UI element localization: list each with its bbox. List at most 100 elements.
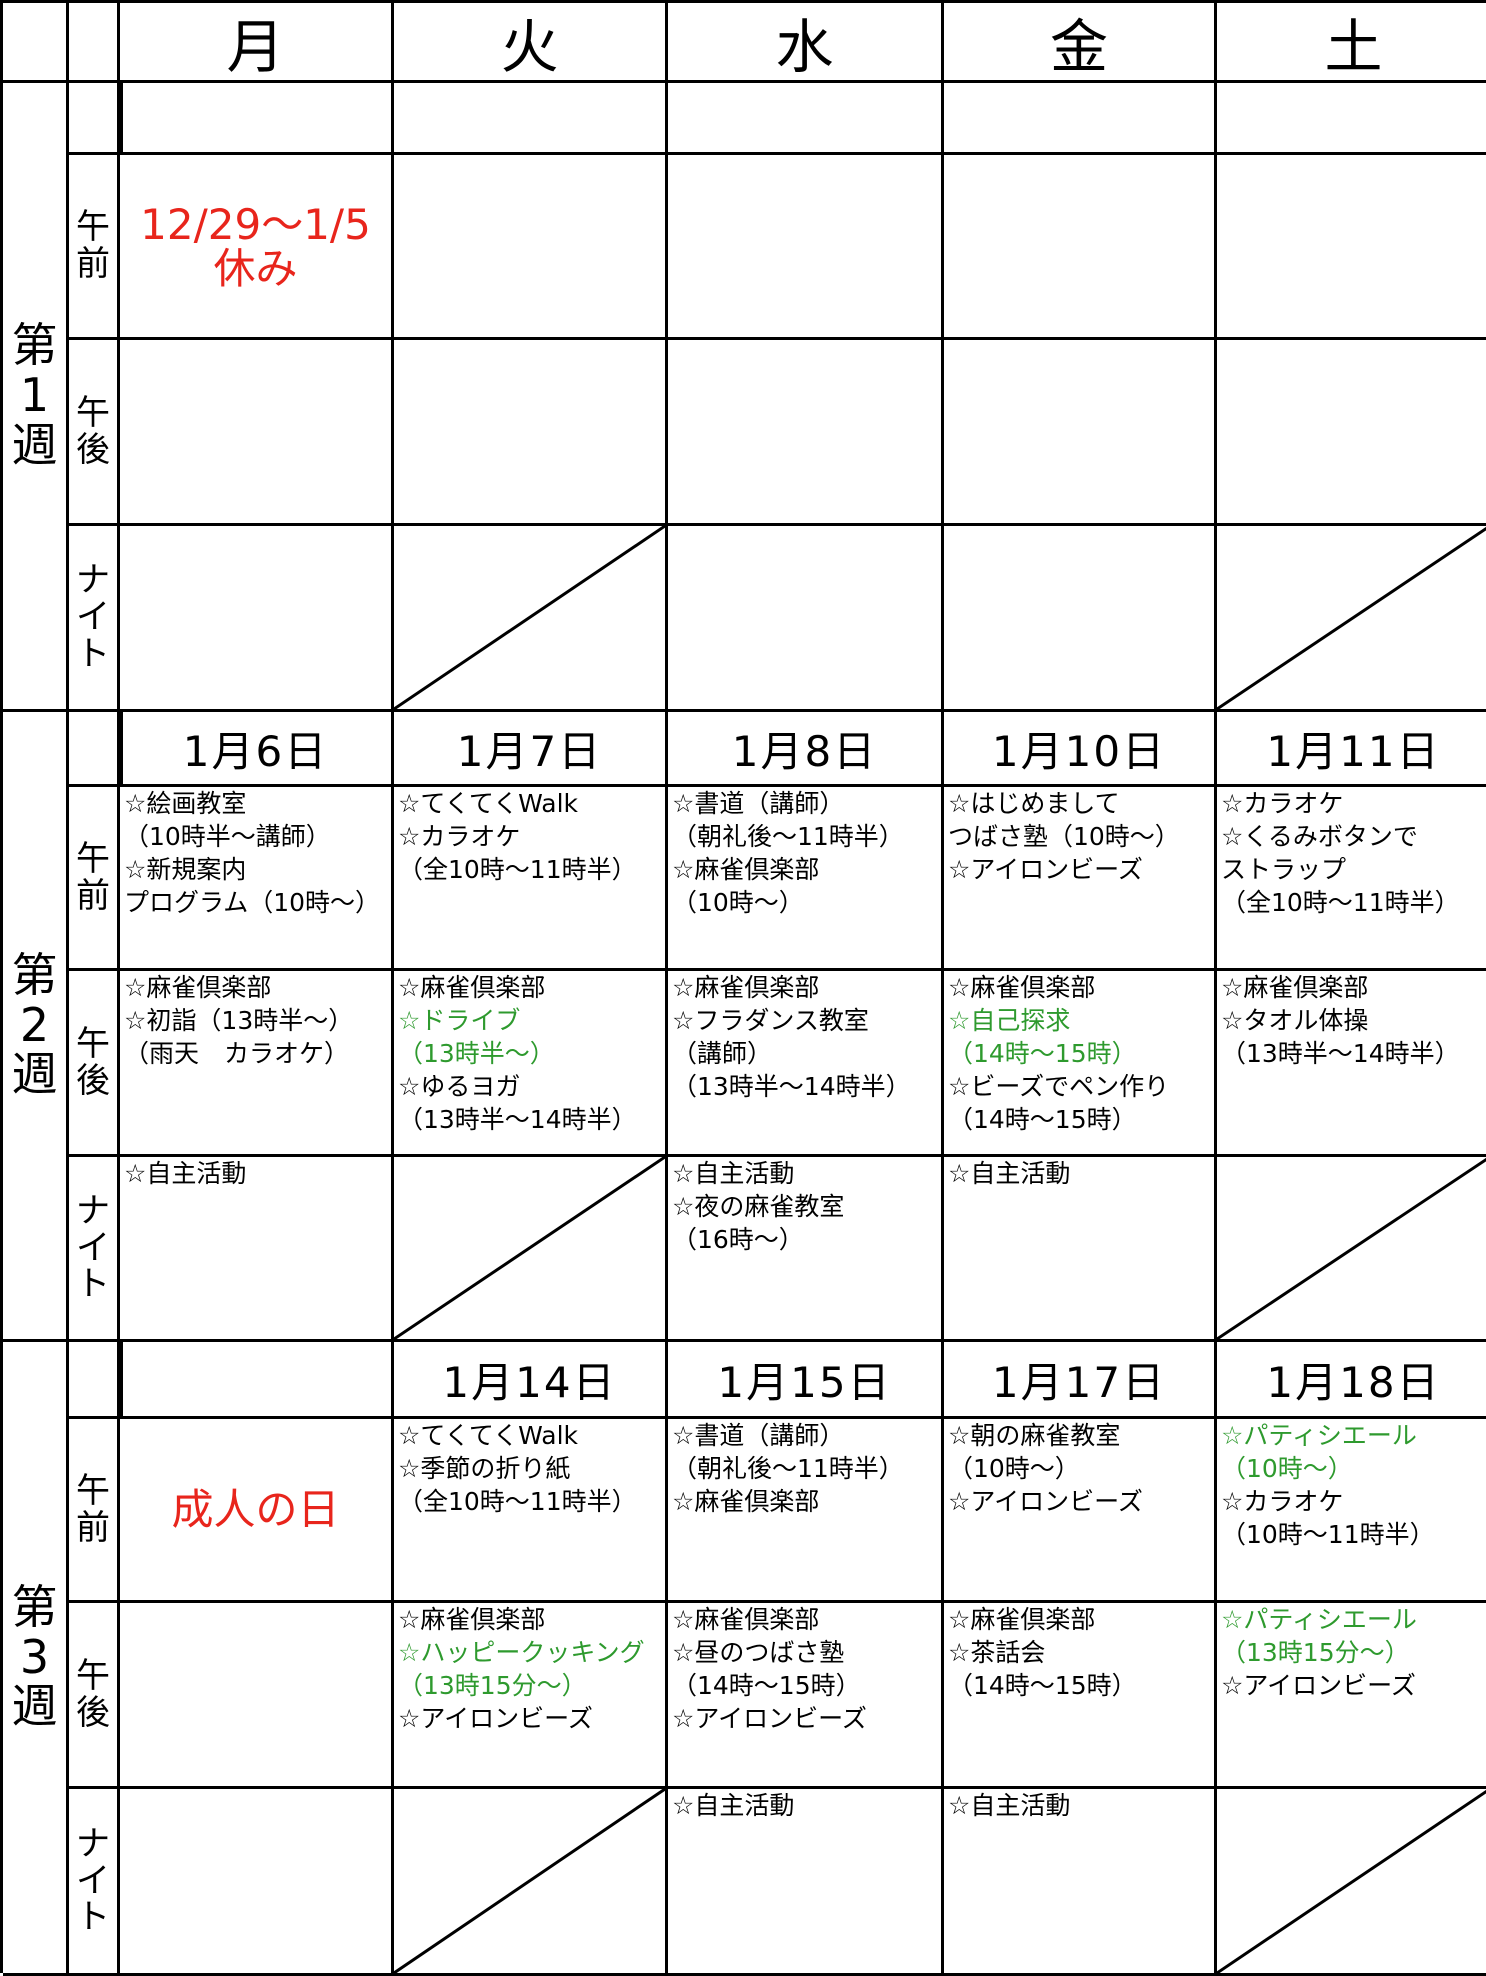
day-header: 土 bbox=[1217, 3, 1486, 83]
schedule-cell: ☆自主活動 bbox=[668, 1789, 944, 1976]
text-line: ☆初詣（13時半～） bbox=[124, 1006, 354, 1035]
diagonal-line bbox=[1217, 526, 1486, 709]
corner-cell bbox=[3, 3, 69, 83]
date-cell: 1月7日 bbox=[394, 712, 668, 787]
schedule-cell: ☆パティシエール （13時15分～） ☆アイロンビーズ bbox=[1217, 1603, 1486, 1789]
schedule-cell bbox=[394, 1789, 668, 1976]
schedule-cell bbox=[120, 1603, 394, 1789]
text-line: （14時～15時） bbox=[672, 1671, 861, 1700]
text-line: ☆新規案内 bbox=[124, 855, 247, 884]
text-line: （13時半～14時半） bbox=[672, 1072, 911, 1101]
schedule-cell: ☆書道（講師） （朝礼後～11時半） ☆麻雀倶楽部 bbox=[668, 1419, 944, 1603]
date-cell: 1月17日 bbox=[944, 1342, 1217, 1419]
schedule-cell bbox=[668, 155, 944, 340]
text-line: ☆はじめまして bbox=[948, 789, 1120, 818]
schedule-cell bbox=[1217, 1157, 1486, 1342]
date-cell bbox=[944, 83, 1217, 155]
schedule-cell bbox=[394, 526, 668, 712]
text-line: ☆夜の麻雀教室 bbox=[672, 1192, 845, 1221]
text-line: ☆アイロンビーズ bbox=[398, 1704, 593, 1733]
corner-cell bbox=[69, 3, 120, 83]
text-line: ☆アイロンビーズ bbox=[948, 855, 1143, 884]
cell-text: ☆麻雀倶楽部 ☆昼のつばさ塾 （14時～15時） ☆アイロンビーズ bbox=[668, 1603, 941, 1735]
slot-label-text: 午後 bbox=[76, 1023, 110, 1101]
schedule-cell: ☆麻雀倶楽部 ☆初詣（13時半～） （雨天 カラオケ） bbox=[120, 971, 394, 1157]
text-line: （13時半～） bbox=[398, 1039, 555, 1068]
text-line: （13時15分～） bbox=[1221, 1638, 1410, 1667]
text-line: ☆麻雀倶楽部 bbox=[672, 1487, 820, 1516]
cell-text: ☆自主活動 bbox=[944, 1789, 1214, 1822]
text-line: ☆麻雀倶楽部 bbox=[124, 973, 272, 1002]
text-line: ☆フラダンス教室 bbox=[672, 1006, 869, 1035]
date-cell: 1月8日 bbox=[668, 712, 944, 787]
cell-text: ☆麻雀倶楽部 ☆フラダンス教室 （講師） （13時半～14時半） bbox=[668, 971, 941, 1103]
text-line: 休み bbox=[213, 244, 298, 293]
text-line: ☆ビーズでペン作り bbox=[948, 1072, 1170, 1101]
schedule-cell: ☆自主活動 bbox=[120, 1157, 394, 1342]
cell-text: ☆自主活動 ☆夜の麻雀教室 （16時～） bbox=[668, 1157, 941, 1256]
slot-blank bbox=[69, 712, 120, 787]
diagonal bbox=[1217, 1157, 1486, 1339]
slot-label: ナイト bbox=[69, 526, 120, 712]
date-cell bbox=[394, 83, 668, 155]
text-line: ☆朝の麻雀教室 bbox=[948, 1421, 1121, 1450]
schedule-cell bbox=[120, 526, 394, 712]
text-line: （14時～15時） bbox=[948, 1039, 1137, 1068]
slot-blank bbox=[69, 83, 120, 155]
text-line: （雨天 カラオケ） bbox=[124, 1039, 350, 1068]
schedule-cell: ☆絵画教室 （10時半～講師） ☆新規案内 プログラム（10時～） bbox=[120, 787, 394, 971]
text-line: ☆ハッピークッキング bbox=[398, 1638, 645, 1667]
text-line: ☆麻雀倶楽部 bbox=[672, 973, 820, 1002]
schedule-cell bbox=[944, 340, 1217, 526]
cell-text: ☆麻雀倶楽部 ☆タオル体操 （13時半～14時半） bbox=[1217, 971, 1486, 1070]
text-line: ☆自主活動 bbox=[124, 1159, 247, 1188]
schedule-cell: ☆麻雀倶楽部 ☆タオル体操 （13時半～14時半） bbox=[1217, 971, 1486, 1157]
text-line: （全10時～11時半） bbox=[398, 1487, 637, 1516]
cell-text: ☆はじめまして つばさ塾（10時～） ☆アイロンビーズ bbox=[944, 787, 1214, 886]
schedule-cell: ☆カラオケ ☆くるみボタンで ストラップ （全10時～11時半） bbox=[1217, 787, 1486, 971]
schedule-cell bbox=[1217, 526, 1486, 712]
text-line: ☆カラオケ bbox=[1221, 1487, 1344, 1516]
text-line: ☆麻雀倶楽部 bbox=[398, 973, 546, 1002]
week-label: 第3週 bbox=[3, 1342, 69, 1976]
date-cell bbox=[668, 83, 944, 155]
text-line: ☆麻雀倶楽部 bbox=[948, 973, 1096, 1002]
schedule-cell: ☆麻雀倶楽部 ☆フラダンス教室 （講師） （13時半～14時半） bbox=[668, 971, 944, 1157]
schedule-cell: ☆書道（講師） （朝礼後～11時半） ☆麻雀倶楽部 （10時～） bbox=[668, 787, 944, 971]
week-label-text: 第1週 bbox=[11, 318, 58, 472]
schedule-cell bbox=[1217, 340, 1486, 526]
text-line: 12/29～1/5 bbox=[140, 200, 371, 249]
schedule-cell bbox=[1217, 1789, 1486, 1976]
slot-label: 午前 bbox=[69, 155, 120, 340]
week-label-text: 第3週 bbox=[11, 1579, 58, 1734]
text-line: ☆ゆるヨガ bbox=[398, 1072, 521, 1101]
text-line: （16時～） bbox=[672, 1225, 804, 1254]
day-header: 金 bbox=[944, 3, 1217, 83]
text-line: プログラム（10時～） bbox=[124, 888, 381, 917]
schedule-cell: ☆パティシエール （10時～） ☆カラオケ （10時～11時半） bbox=[1217, 1419, 1486, 1603]
day-header: 月 bbox=[120, 3, 394, 83]
schedule-cell bbox=[120, 1789, 394, 1976]
text-line: ☆パティシエール bbox=[1221, 1421, 1417, 1450]
cell-text: ☆書道（講師） （朝礼後～11時半） ☆麻雀倶楽部 bbox=[668, 1419, 941, 1518]
diagonal bbox=[394, 1157, 665, 1339]
schedule-cell: ☆麻雀倶楽部 ☆昼のつばさ塾 （14時～15時） ☆アイロンビーズ bbox=[668, 1603, 944, 1789]
cell-text: ☆パティシエール （10時～） ☆カラオケ （10時～11時半） bbox=[1217, 1419, 1486, 1551]
schedule-cell bbox=[394, 340, 668, 526]
cell-text: ☆麻雀倶楽部 ☆ドライブ （13時半～） ☆ゆるヨガ （13時半～14時半） bbox=[394, 971, 665, 1136]
text-line: （13時半～14時半） bbox=[398, 1105, 637, 1134]
text-line: （13時半～14時半） bbox=[1221, 1039, 1460, 1068]
cell-text: 12/29～1/5 休み bbox=[120, 155, 391, 291]
text-line: ☆茶話会 bbox=[948, 1638, 1046, 1667]
slot-label-text: ナイト bbox=[76, 1823, 110, 1938]
schedule-cell: ☆麻雀倶楽部 ☆ハッピークッキング （13時15分～） ☆アイロンビーズ bbox=[394, 1603, 668, 1789]
diagonal-line bbox=[1217, 1789, 1486, 1973]
text-line: （全10時～11時半） bbox=[1221, 888, 1460, 917]
slot-label: 午後 bbox=[69, 340, 120, 526]
schedule-cell: ☆麻雀倶楽部 ☆ドライブ （13時半～） ☆ゆるヨガ （13時半～14時半） bbox=[394, 971, 668, 1157]
schedule-cell bbox=[394, 1157, 668, 1342]
date-cell bbox=[1217, 83, 1486, 155]
text-line: ☆てくてくWalk bbox=[398, 789, 579, 818]
date-cell bbox=[120, 83, 394, 155]
